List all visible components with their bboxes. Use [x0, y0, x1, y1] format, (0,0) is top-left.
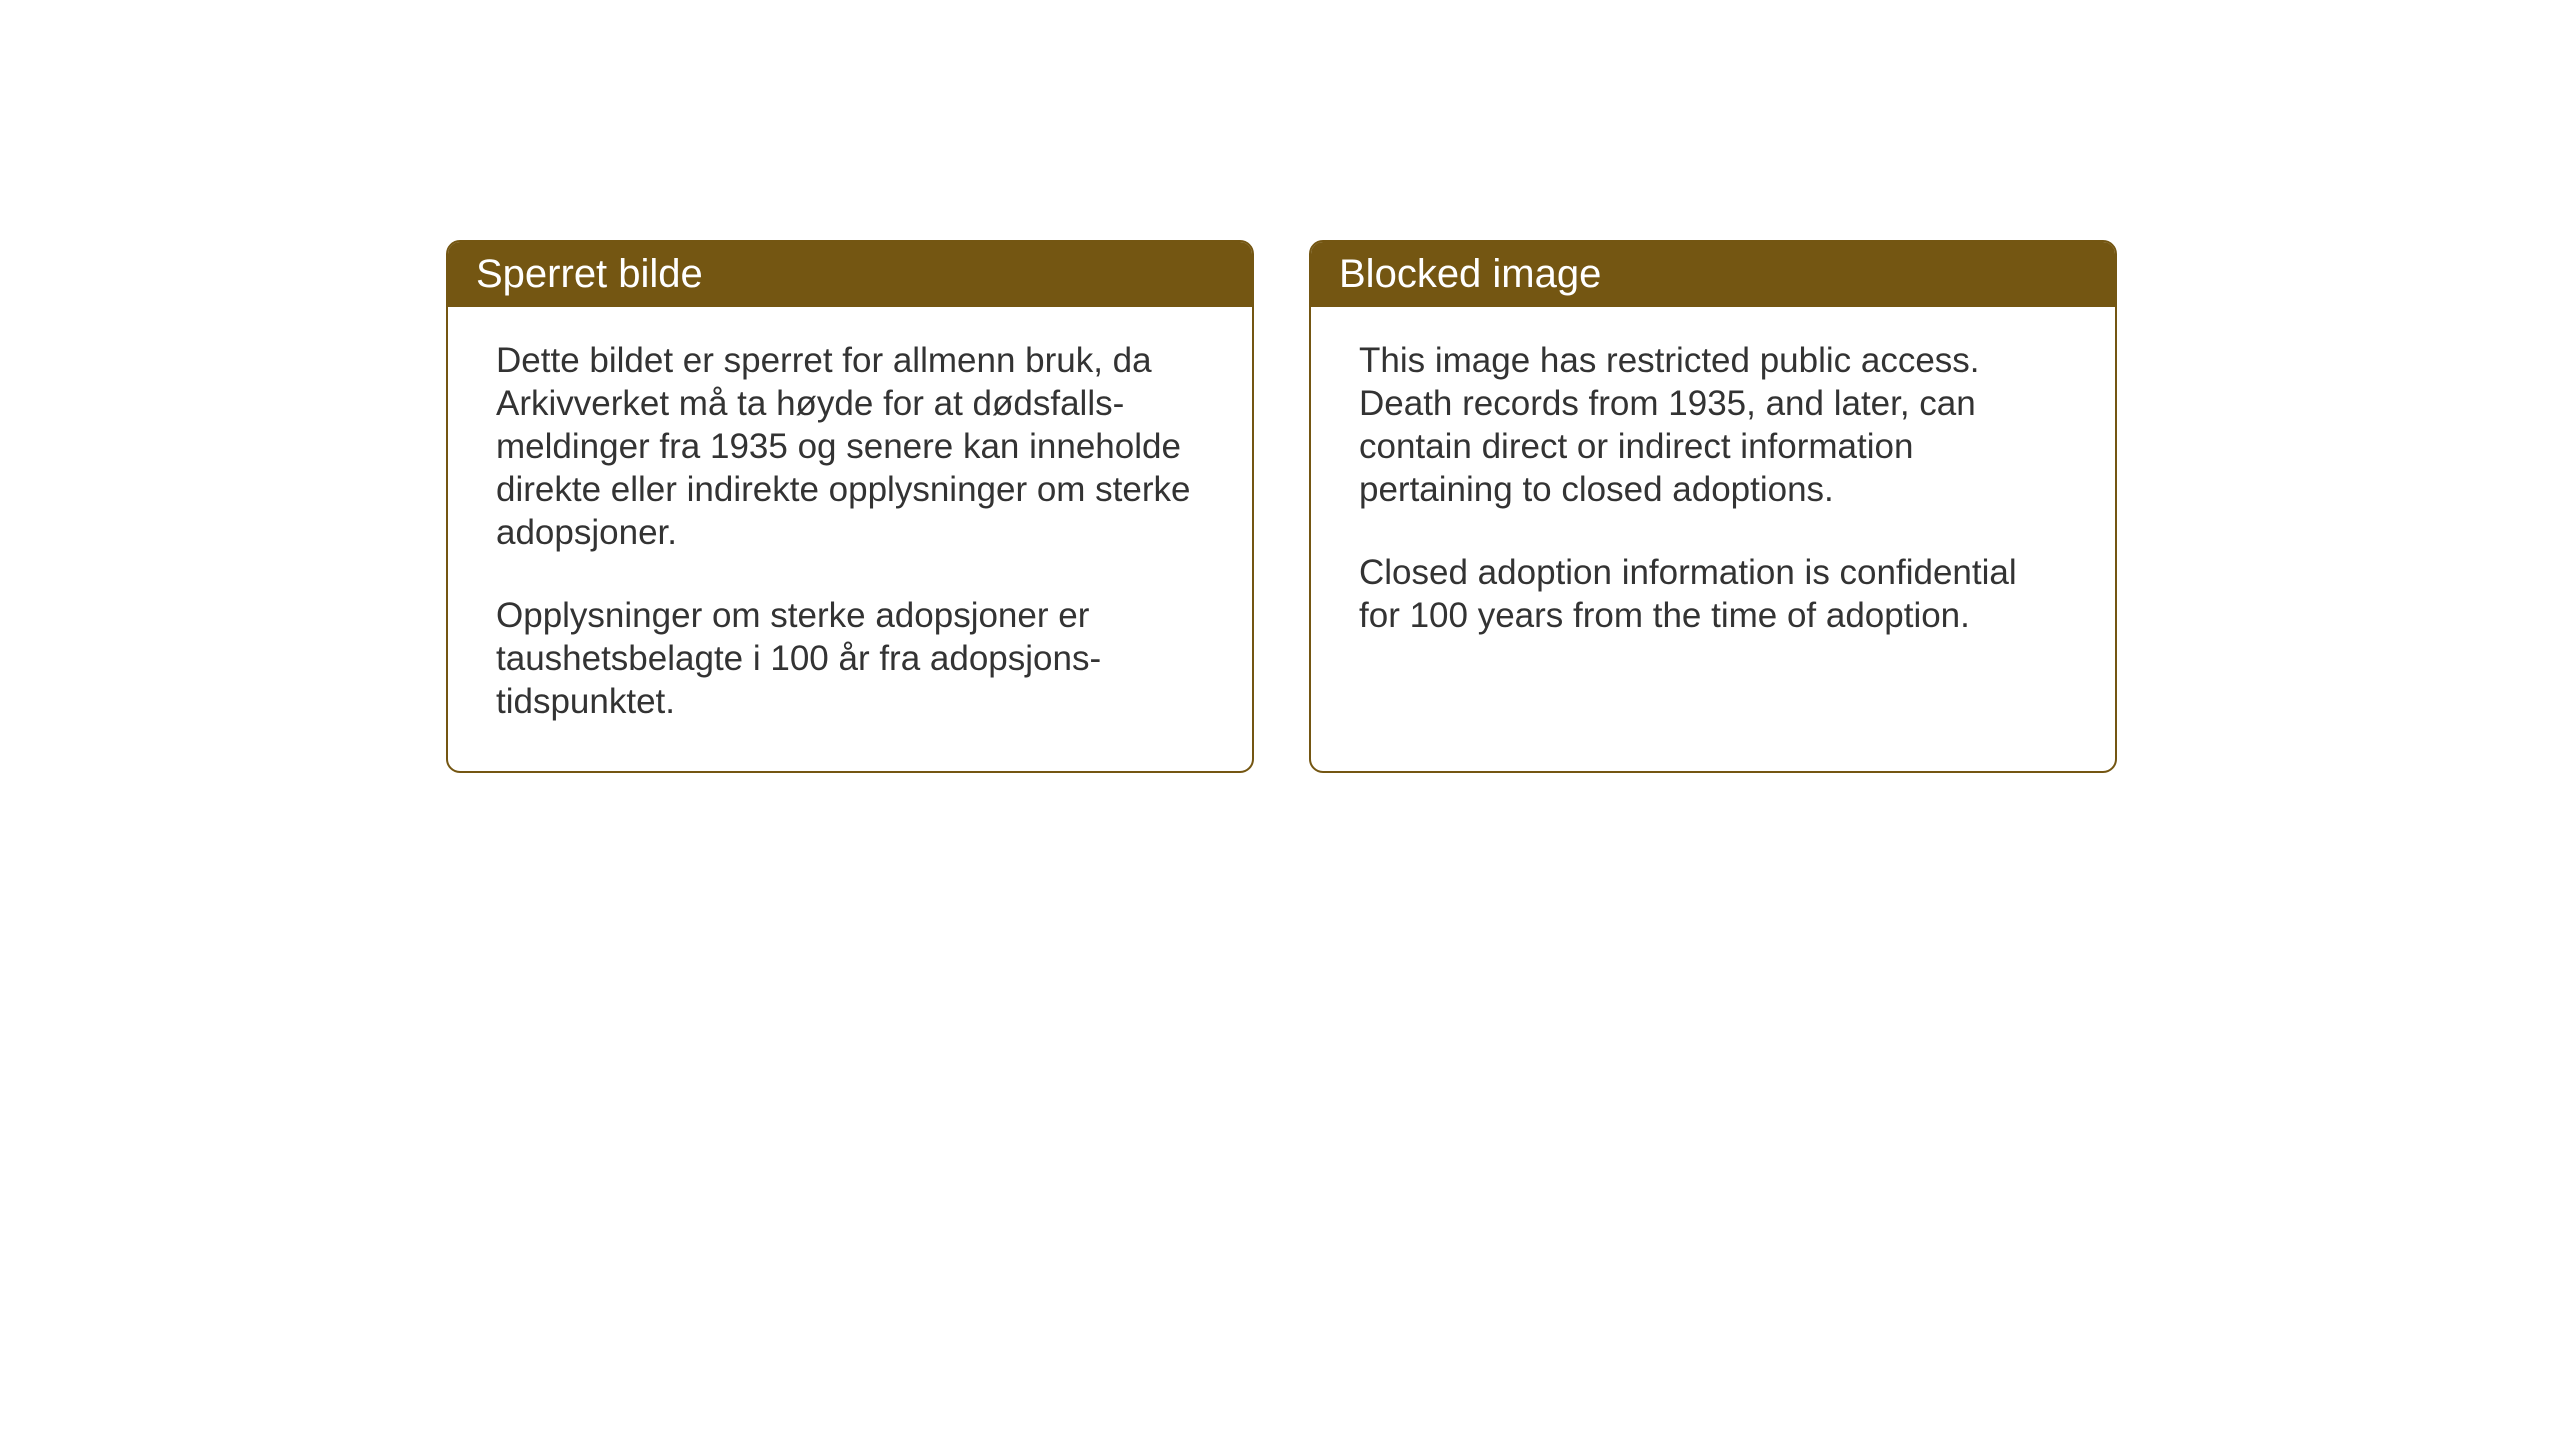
cards-container: Sperret bilde Dette bildet er sperret fo…: [446, 240, 2117, 773]
card-norwegian-title: Sperret bilde: [448, 242, 1252, 307]
card-english-body: This image has restricted public access.…: [1311, 307, 2115, 685]
card-norwegian-para1: Dette bildet er sperret for allmenn bruk…: [496, 339, 1204, 554]
card-english-para1: This image has restricted public access.…: [1359, 339, 2067, 511]
card-norwegian-para2: Opplysninger om sterke adopsjoner er tau…: [496, 594, 1204, 723]
card-english-para2: Closed adoption information is confident…: [1359, 551, 2067, 637]
card-norwegian-body: Dette bildet er sperret for allmenn bruk…: [448, 307, 1252, 771]
card-english-title: Blocked image: [1311, 242, 2115, 307]
card-english: Blocked image This image has restricted …: [1309, 240, 2117, 773]
card-norwegian: Sperret bilde Dette bildet er sperret fo…: [446, 240, 1254, 773]
